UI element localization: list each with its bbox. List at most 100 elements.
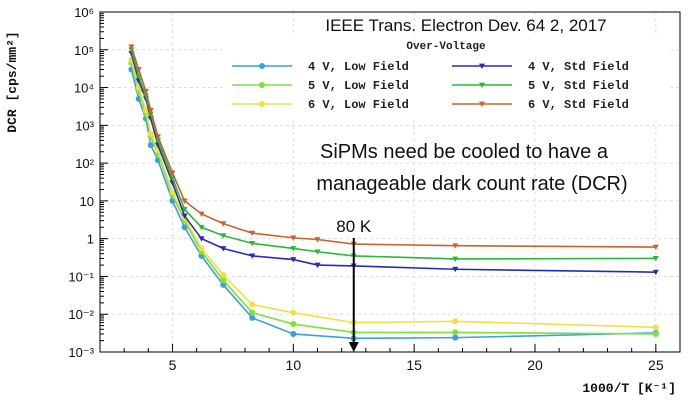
y-tick-label: 10⁻³ bbox=[68, 345, 94, 360]
data-point bbox=[290, 246, 297, 252]
series-6-v-std-field bbox=[128, 44, 659, 251]
data-point bbox=[198, 211, 205, 217]
marker-label: 80 K bbox=[336, 217, 372, 236]
data-point bbox=[181, 206, 188, 213]
data-point bbox=[452, 334, 459, 341]
data-point bbox=[452, 243, 459, 249]
data-point bbox=[249, 309, 256, 316]
axes-labels: 10⁻³ 10⁻² 10⁻¹ 1 10 10² 10³ 10⁴ 10⁵ 10⁶ 5 10 15 20 25 1… bbox=[5, 5, 676, 396]
legend-title: Over-Voltage bbox=[406, 41, 486, 53]
data-point bbox=[249, 240, 256, 247]
data-point bbox=[479, 63, 485, 69]
data-point bbox=[259, 101, 265, 107]
series-line bbox=[130, 59, 656, 329]
data-point bbox=[259, 82, 265, 88]
y-tick-label: 10⁻¹ bbox=[68, 269, 94, 284]
series-4-v-std-field bbox=[128, 51, 659, 276]
annotation-line-1: SiPMs need be cooled to have a bbox=[320, 141, 609, 163]
legend-label: 6 V, Std Field bbox=[528, 98, 629, 112]
y-axis-label: DCR [cps/mm²] bbox=[5, 31, 20, 132]
data-point bbox=[169, 170, 176, 176]
data-point bbox=[128, 47, 135, 53]
legend-label: 5 V, Low Field bbox=[308, 79, 409, 93]
data-point bbox=[290, 330, 297, 337]
temperature-marker: 80 K bbox=[336, 217, 372, 352]
y-tick-label: 10⁻² bbox=[68, 307, 94, 322]
data-point bbox=[198, 224, 205, 231]
data-point bbox=[220, 281, 227, 288]
legend-label: 5 V, Std Field bbox=[528, 79, 629, 93]
data-point bbox=[259, 63, 265, 69]
data-point bbox=[290, 321, 297, 328]
x-tick-label: 5 bbox=[169, 357, 177, 373]
data-point bbox=[452, 329, 459, 336]
x-tick-label: 15 bbox=[406, 357, 422, 373]
x-tick-label: 10 bbox=[286, 357, 302, 373]
data-point bbox=[142, 107, 149, 114]
data-point bbox=[147, 107, 154, 114]
data-point bbox=[220, 233, 227, 239]
data-point bbox=[181, 224, 188, 231]
data-point bbox=[290, 309, 297, 316]
data-point bbox=[652, 330, 659, 337]
legend-label: 4 V, Std Field bbox=[528, 60, 629, 74]
source-citation: IEEE Trans. Electron Dev. 64 2, 2017 bbox=[325, 16, 606, 35]
data-point bbox=[314, 237, 321, 243]
data-point bbox=[220, 246, 227, 252]
data-point bbox=[314, 249, 321, 255]
data-point bbox=[314, 262, 321, 269]
data-point bbox=[135, 67, 142, 73]
legend-label: 6 V, Low Field bbox=[308, 98, 409, 112]
legend-entry: 4 V, Low Field bbox=[232, 60, 409, 74]
legend-box bbox=[223, 35, 671, 121]
data-point bbox=[169, 189, 176, 196]
data-point bbox=[147, 142, 154, 149]
data-point bbox=[249, 301, 256, 308]
data-point bbox=[198, 245, 205, 252]
data-point bbox=[220, 277, 227, 284]
data-point bbox=[652, 269, 659, 276]
data-point bbox=[652, 256, 659, 262]
legend-entry: 5 V, Low Field bbox=[232, 79, 409, 93]
y-tick-label: 10⁵ bbox=[74, 43, 94, 58]
series-line bbox=[130, 69, 656, 340]
legend-entry: 5 V, Std Field bbox=[452, 79, 629, 93]
data-point bbox=[479, 82, 485, 88]
y-tick-label: 10² bbox=[75, 156, 94, 171]
data-point bbox=[452, 256, 459, 262]
x-tick-label: 25 bbox=[648, 357, 664, 373]
data-point bbox=[249, 230, 256, 237]
data-point bbox=[652, 324, 659, 331]
legend-entry: 6 V, Std Field bbox=[452, 98, 629, 112]
data-point bbox=[652, 244, 659, 251]
data-point bbox=[198, 236, 205, 242]
annotation-line-2: manageable dark count rate (DCR) bbox=[316, 173, 627, 195]
data-point bbox=[155, 134, 161, 140]
legend-entry: 6 V, Low Field bbox=[232, 98, 409, 112]
data-point bbox=[220, 271, 227, 278]
data-point bbox=[181, 213, 188, 219]
legend-entry: 4 V, Std Field bbox=[452, 60, 629, 74]
legend-items: 4 V, Low Field 4 V, Std Field 5 V, Low Fie… bbox=[232, 60, 629, 112]
data-point bbox=[128, 44, 135, 50]
x-tick-label: 20 bbox=[527, 357, 543, 373]
y-tick-label: 10³ bbox=[75, 118, 94, 133]
data-point bbox=[220, 221, 227, 227]
legend-label: 4 V, Low Field bbox=[308, 60, 409, 74]
series-layer bbox=[128, 44, 659, 342]
marker-arrow-head bbox=[348, 342, 359, 352]
data-point bbox=[452, 266, 459, 273]
x-axis-label: 1000/T [K⁻¹] bbox=[582, 381, 676, 396]
data-point bbox=[249, 253, 256, 259]
data-point bbox=[479, 101, 485, 107]
y-tick-label: 1 bbox=[87, 232, 94, 247]
data-point bbox=[452, 318, 459, 325]
data-point bbox=[249, 314, 256, 321]
data-point bbox=[290, 235, 297, 241]
y-tick-label: 10 bbox=[80, 194, 94, 209]
data-point bbox=[142, 88, 149, 95]
y-tick-label: 10⁶ bbox=[74, 5, 94, 20]
data-point bbox=[181, 198, 188, 204]
y-tick-label: 10⁴ bbox=[74, 81, 94, 96]
